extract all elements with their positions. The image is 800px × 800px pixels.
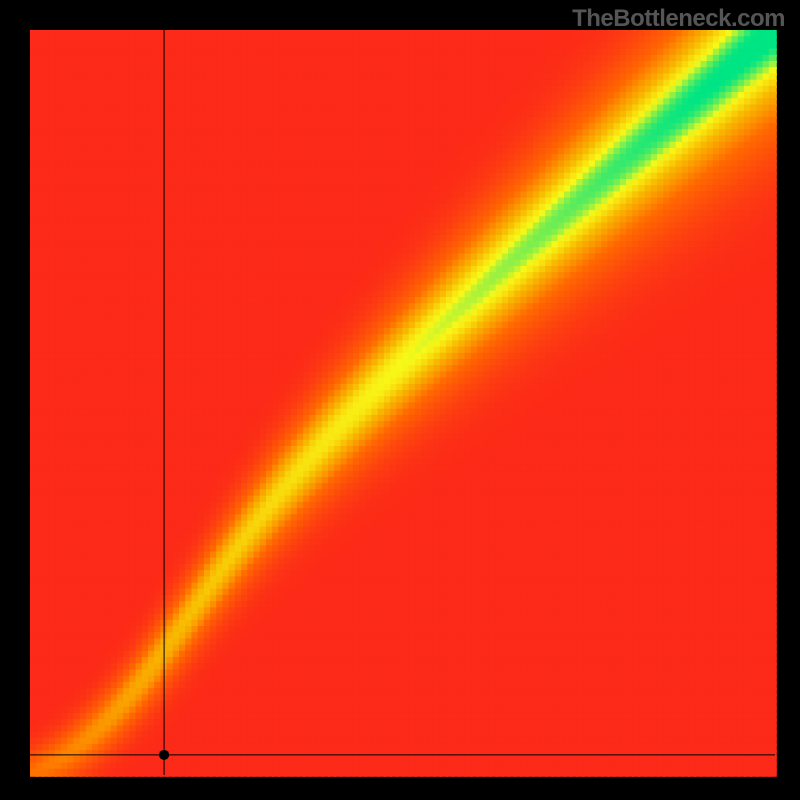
heatmap-canvas	[0, 0, 800, 800]
